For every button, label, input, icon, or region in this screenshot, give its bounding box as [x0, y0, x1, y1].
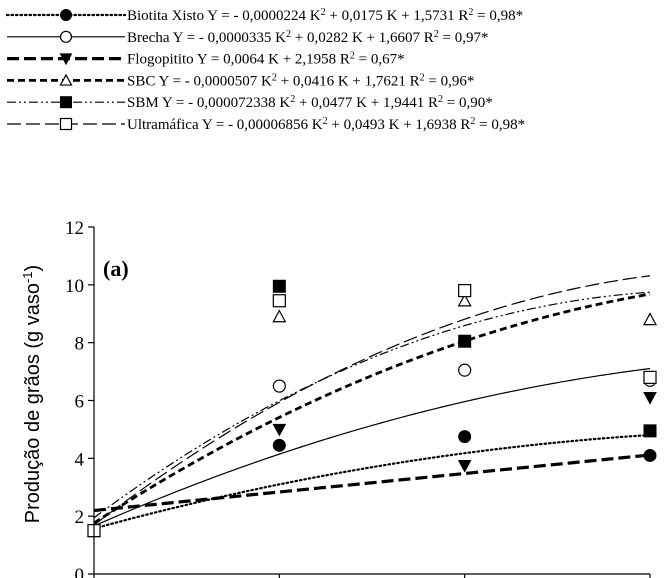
legend-r2-value: = 0,67* — [355, 52, 405, 68]
curve-4 — [93, 292, 651, 525]
legend-r2-superscript: 2 — [350, 50, 355, 61]
legend-entry: SBC Y = - 0,0000507 K2 + 0,0416 K + 1,76… — [7, 72, 474, 90]
legend-entry: SBM Y = - 0,000072338 K2 + 0,0477 K + 1,… — [7, 94, 493, 112]
legend-marker — [60, 9, 72, 21]
y-axis-label: Produção de grãos (g vaso-1) — [20, 265, 45, 523]
legend-label: SBC Y = - 0,0000507 K2 + 0,0416 K + 1,76… — [127, 72, 474, 90]
curve-3 — [93, 453, 651, 513]
legend-equation: Y = - 0,00006856 K — [202, 117, 323, 133]
legend-r2-superscript: 2 — [468, 7, 473, 18]
legend-label: Flogopitito Y = 0,0064 K + 2,1958 R2 = 0… — [127, 50, 405, 68]
legend-series-name: Ultramáfica — [127, 117, 202, 133]
legend-entry: Ultramáfica Y = - 0,00006856 K2 + 0,0493… — [7, 116, 525, 134]
plot-area — [86, 275, 658, 538]
legend-equation: Y = - 0,0000224 K — [207, 8, 320, 24]
point-series-5 — [272, 279, 286, 293]
point-series-2 — [458, 363, 472, 377]
legend-equation-rest: + 0,0493 K + 1,6938 R — [328, 117, 471, 133]
y-tick-label: 4 — [75, 449, 85, 470]
legend-r2-value: = 0,90* — [443, 95, 493, 111]
y-axis-label-sup: -1 — [20, 271, 35, 283]
curve-6 — [93, 275, 651, 526]
legend-r2-value: = 0,98* — [473, 8, 523, 24]
point-series-5 — [458, 334, 472, 348]
point-series-4 — [642, 312, 658, 326]
legend-label: Biotita Xisto Y = - 0,0000224 K2 + 0,017… — [127, 7, 523, 25]
point-series-4 — [272, 309, 287, 323]
panel-label: (a) — [103, 256, 129, 281]
legend-equation: Y = - 0,0000335 K — [173, 30, 286, 46]
legend-equation: Y = 0,0064 K + 2,1958 R — [197, 52, 350, 68]
legend-r2-value: = 0,96* — [425, 73, 475, 89]
legend-superscript: 2 — [286, 28, 291, 39]
legend-marker — [59, 30, 73, 43]
legend-equation-rest: + 0,0416 K + 1,7621 R — [277, 73, 420, 89]
legend-label: Brecha Y = - 0,0000335 K2 + 0,0282 K + 1… — [127, 28, 488, 46]
point-series-3 — [643, 392, 657, 405]
legend-entry: Flogopitito Y = 0,0064 K + 2,1958 R2 = 0… — [7, 50, 405, 68]
curve-5 — [93, 291, 651, 519]
y-tick-label: 8 — [75, 334, 85, 355]
legend-r2-value: = 0,98* — [475, 117, 525, 133]
legend-equation-rest: + 0,0175 K + 1,5731 R — [326, 8, 469, 24]
data-points — [86, 279, 658, 538]
legend-marker — [59, 53, 73, 66]
legend-r2-superscript: 2 — [420, 72, 425, 83]
y-axis-label-main: Produção de grãos (g vaso — [22, 283, 44, 523]
legend-r2-superscript: 2 — [434, 28, 439, 39]
point-series-1 — [458, 430, 472, 444]
legend-superscript: 2 — [272, 72, 277, 83]
curve-2 — [93, 367, 651, 527]
y-tick-label: 0 — [75, 565, 85, 578]
legend-series-name: Biotita Xisto — [127, 8, 207, 24]
legend-marker — [60, 96, 72, 109]
legend-r2-superscript: 2 — [470, 116, 475, 127]
legend-equation: Y = - 0,000072338 K — [162, 95, 290, 111]
point-series-3 — [457, 459, 472, 473]
point-series-4 — [457, 293, 472, 307]
y-tick-label: 2 — [75, 507, 85, 528]
y-tick-label: 12 — [65, 218, 84, 239]
legend-entry: Brecha Y = - 0,0000335 K2 + 0,0282 K + 1… — [7, 28, 488, 46]
legend-equation: Y = - 0,0000507 K — [159, 73, 272, 89]
legend-series-name: Brecha — [127, 30, 173, 46]
point-series-6 — [458, 284, 472, 298]
point-series-1 — [272, 438, 286, 452]
point-series-3 — [272, 423, 287, 437]
legend-marker — [59, 73, 73, 86]
legend-r2-superscript: 2 — [438, 94, 443, 105]
point-series-2 — [272, 379, 286, 393]
regression-curves — [92, 275, 652, 530]
axes: 0 2 4 6 8 10 12 — [65, 218, 651, 578]
y-tick-label: 10 — [65, 276, 84, 297]
point-series-6 — [272, 294, 286, 308]
legend-superscript: 2 — [321, 7, 326, 18]
legend-r2-value: = 0,97* — [439, 30, 489, 46]
curve-1 — [92, 433, 652, 530]
legend-series-name: SBM — [127, 95, 162, 111]
legend-label: Ultramáfica Y = - 0,00006856 K2 + 0,0493… — [127, 116, 525, 134]
y-axis-label-close: ) — [22, 265, 44, 272]
legend-superscript: 2 — [323, 116, 328, 127]
point-series-5 — [643, 424, 657, 438]
point-series-1 — [643, 448, 657, 462]
legend-marker — [59, 117, 73, 131]
legend-series-name: Flogopitito — [127, 52, 197, 68]
y-tick-label: 6 — [75, 392, 85, 413]
legend-equation-rest: + 0,0477 K + 1,9441 R — [295, 95, 438, 111]
point-series-6 — [643, 370, 657, 384]
legend-equation-rest: + 0,0282 K + 1,6607 R — [291, 30, 434, 46]
legend: Biotita Xisto Y = - 0,0000224 K2 + 0,017… — [5, 7, 525, 134]
legend-superscript: 2 — [290, 94, 295, 105]
legend-series-name: SBC — [127, 73, 159, 89]
legend-entry: Biotita Xisto Y = - 0,0000224 K2 + 0,017… — [5, 7, 523, 25]
legend-label: SBM Y = - 0,000072338 K2 + 0,0477 K + 1,… — [127, 94, 493, 112]
